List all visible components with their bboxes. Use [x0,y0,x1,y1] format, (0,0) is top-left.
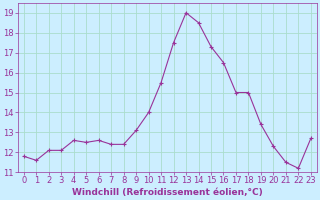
X-axis label: Windchill (Refroidissement éolien,°C): Windchill (Refroidissement éolien,°C) [72,188,263,197]
